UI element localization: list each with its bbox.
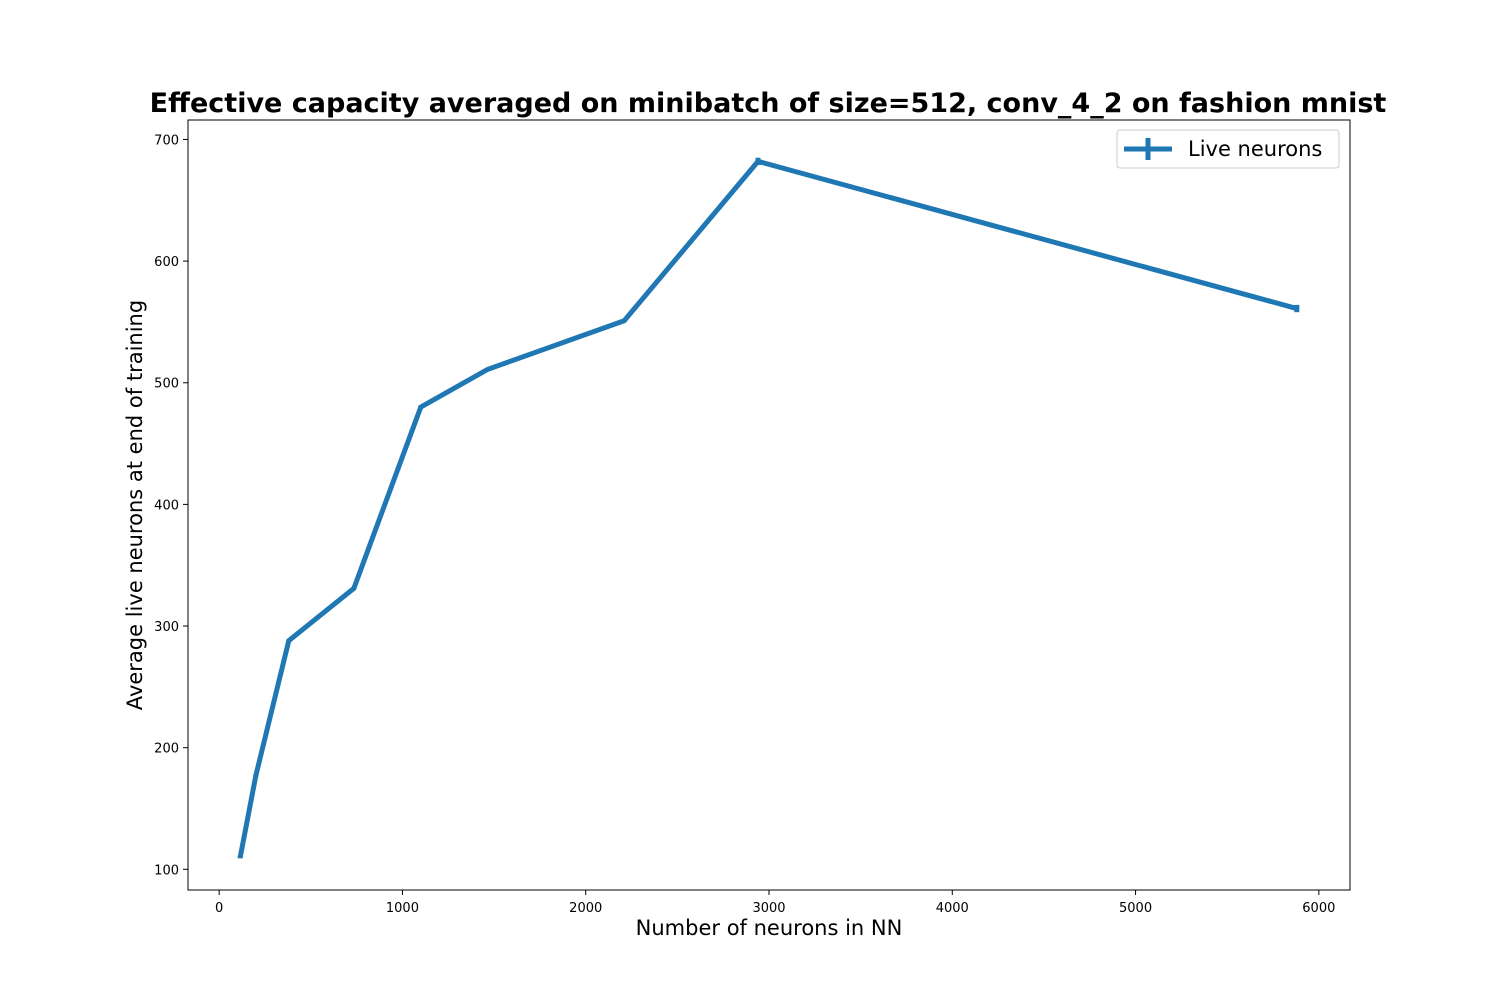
x-tick-label: 4000 (936, 901, 969, 916)
y-tick-label: 600 (154, 255, 179, 270)
x-axis: 0 1000 2000 3000 4000 5000 6000 (215, 890, 1335, 916)
y-axis-label: Average live neurons at end of training (123, 300, 147, 710)
y-tick-label: 100 (154, 863, 179, 878)
y-tick-label: 400 (154, 498, 179, 513)
chart-title: Effective capacity averaged on minibatch… (150, 88, 1387, 119)
series-line-live-neurons (237, 158, 1298, 858)
legend: Live neurons (1116, 129, 1340, 169)
x-tick-label: 6000 (1302, 901, 1335, 916)
y-tick-label: 500 (154, 377, 179, 392)
x-tick-label: 2000 (569, 901, 602, 916)
x-tick-label: 0 (215, 901, 223, 916)
legend-entry-live-neurons: Live neurons (1188, 137, 1322, 161)
y-tick-label: 700 (154, 133, 179, 148)
x-tick-label: 5000 (1119, 901, 1152, 916)
legend-frame (1116, 129, 1340, 169)
x-tick-label: 1000 (386, 901, 419, 916)
y-axis: 100 200 300 400 500 600 700 (154, 133, 188, 878)
x-axis-label: Number of neurons in NN (636, 916, 903, 940)
x-tick-label: 3000 (752, 901, 785, 916)
y-tick-label: 200 (154, 742, 179, 757)
plot-area-frame (187, 119, 1351, 891)
y-tick-label: 300 (154, 620, 179, 635)
series-layer (237, 157, 1300, 859)
